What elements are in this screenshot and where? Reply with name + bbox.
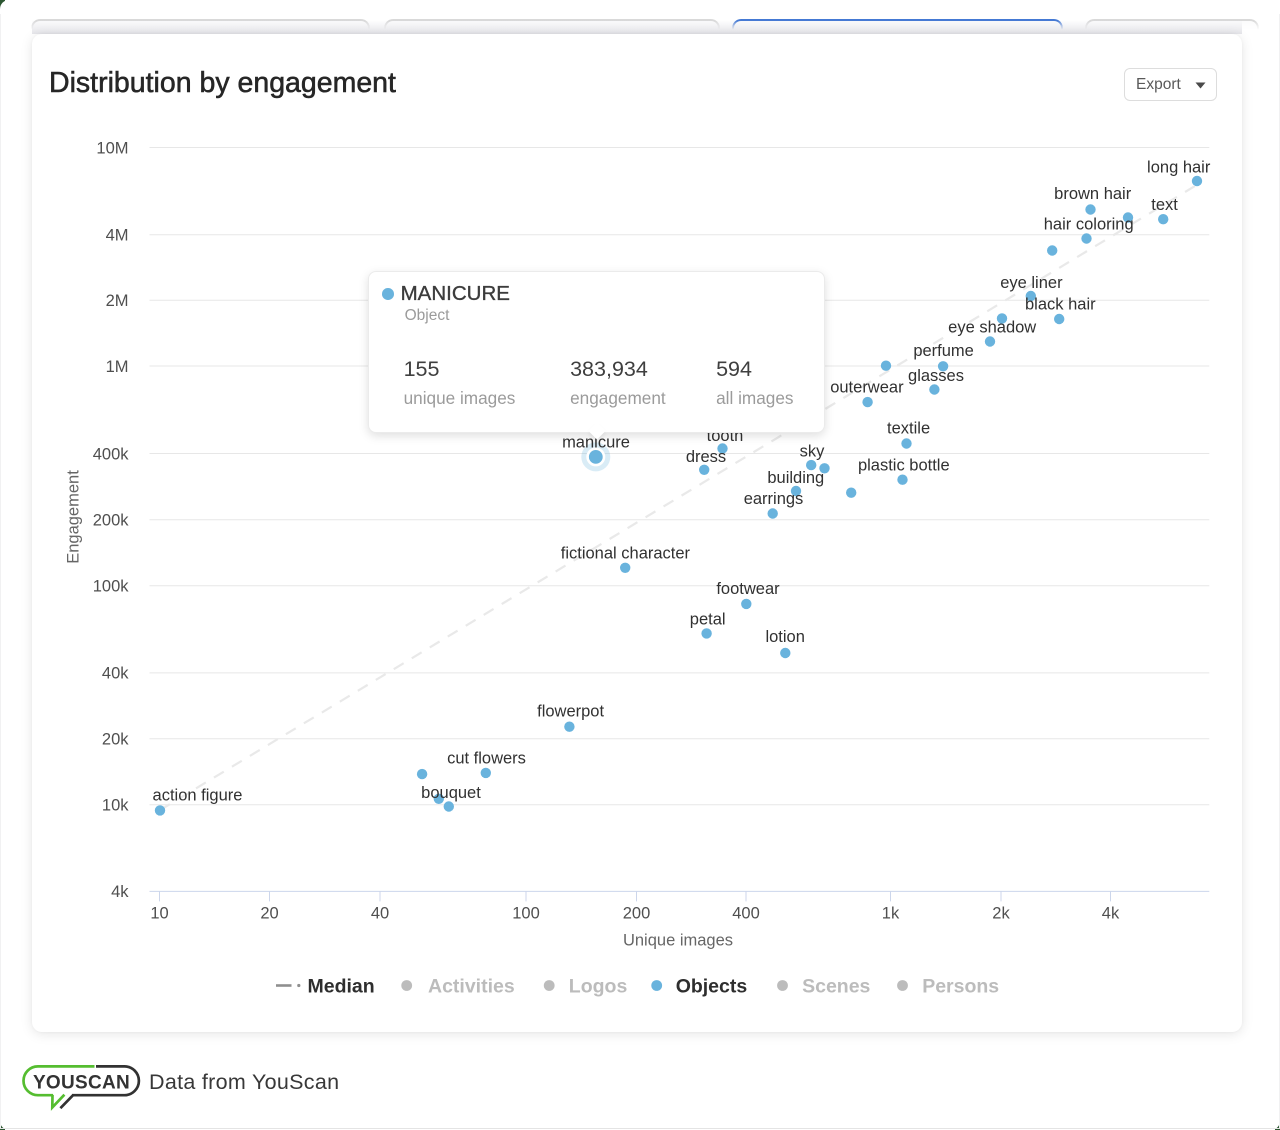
- svg-text:4M: 4M: [106, 227, 129, 245]
- svg-text:earrings: earrings: [744, 490, 804, 508]
- svg-text:lotion: lotion: [765, 628, 804, 646]
- svg-text:eye shadow: eye shadow: [948, 318, 1036, 336]
- svg-text:textile: textile: [887, 420, 930, 438]
- svg-text:Engagement: Engagement: [65, 470, 83, 564]
- svg-text:flowerpot: flowerpot: [537, 703, 604, 721]
- svg-text:plastic bottle: plastic bottle: [858, 457, 950, 475]
- svg-text:20k: 20k: [102, 731, 129, 749]
- svg-text:action figure: action figure: [153, 787, 243, 805]
- svg-text:40k: 40k: [102, 665, 129, 683]
- svg-text:2k: 2k: [992, 905, 1010, 923]
- svg-text:10M: 10M: [96, 139, 128, 157]
- svg-text:glasses: glasses: [908, 367, 964, 385]
- svg-text:YOUSCAN: YOUSCAN: [33, 1072, 130, 1093]
- svg-text:perfume: perfume: [913, 342, 974, 360]
- svg-text:4k: 4k: [111, 883, 129, 901]
- svg-text:200: 200: [623, 905, 651, 923]
- svg-text:400: 400: [732, 905, 760, 923]
- svg-text:manicure: manicure: [562, 433, 630, 451]
- svg-text:long hair: long hair: [1147, 158, 1211, 176]
- svg-text:eye liner: eye liner: [1000, 274, 1063, 292]
- svg-text:fictional character: fictional character: [561, 545, 691, 563]
- svg-text:40: 40: [371, 905, 389, 923]
- svg-text:outerwear: outerwear: [830, 379, 904, 397]
- svg-text:Median: Median: [308, 976, 375, 998]
- svg-text:Objects: Objects: [676, 976, 748, 998]
- svg-text:10: 10: [150, 905, 168, 923]
- svg-text:20: 20: [260, 905, 278, 923]
- svg-text:hair coloring: hair coloring: [1044, 215, 1134, 233]
- svg-text:200k: 200k: [93, 512, 130, 530]
- svg-text:dress: dress: [686, 448, 726, 466]
- svg-text:building: building: [767, 469, 824, 487]
- svg-text:petal: petal: [690, 611, 726, 629]
- svg-text:4k: 4k: [1102, 905, 1120, 923]
- svg-text:100k: 100k: [93, 578, 130, 596]
- svg-text:1k: 1k: [882, 905, 900, 923]
- svg-text:Unique images: Unique images: [623, 932, 733, 950]
- svg-text:1M: 1M: [106, 358, 129, 376]
- svg-text:Scenes: Scenes: [802, 976, 870, 998]
- svg-text:100: 100: [512, 905, 540, 923]
- svg-text:bouquet: bouquet: [421, 784, 481, 802]
- svg-text:Persons: Persons: [922, 976, 999, 998]
- svg-text:black hair: black hair: [1025, 295, 1096, 313]
- svg-text:cut flowers: cut flowers: [447, 750, 526, 768]
- svg-text:10k: 10k: [102, 797, 129, 815]
- svg-text:sky: sky: [800, 443, 826, 461]
- svg-text:footwear: footwear: [716, 580, 780, 598]
- svg-text:400k: 400k: [93, 445, 130, 463]
- svg-text:Logos: Logos: [569, 976, 628, 998]
- svg-text:text: text: [1151, 196, 1178, 214]
- svg-text:Activities: Activities: [428, 976, 515, 998]
- svg-text:2M: 2M: [106, 292, 129, 310]
- svg-text:brown hair: brown hair: [1054, 185, 1132, 203]
